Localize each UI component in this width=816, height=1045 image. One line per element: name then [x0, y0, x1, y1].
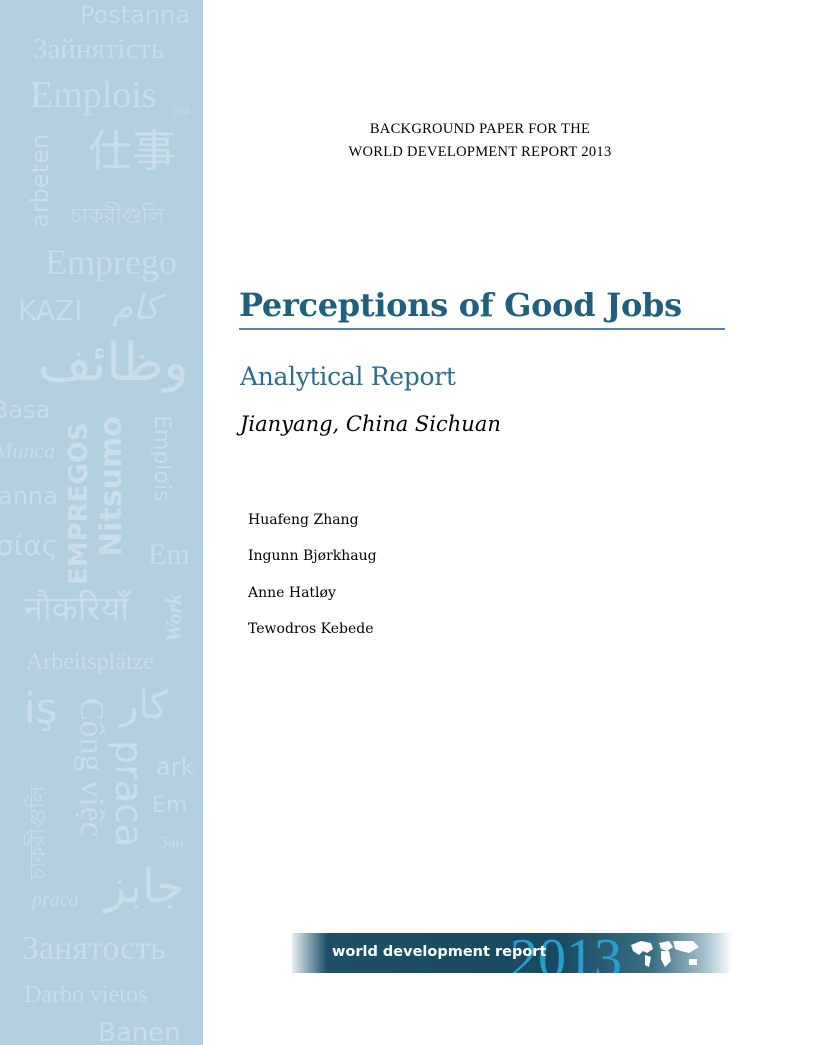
- watermark-word: σίας: [0, 529, 59, 562]
- banner-year: 2013: [510, 933, 622, 973]
- sidebar-watermark-panel: Postanna Зайнятість Emplois চাক arbeten …: [0, 0, 203, 1045]
- world-map-icon: [631, 941, 699, 967]
- wdr-logo-banner: 2013 world development report: [292, 933, 732, 973]
- watermark-word: চাক: [172, 104, 191, 118]
- watermark-word: کار: [120, 683, 169, 727]
- watermark-word: وظائف: [38, 335, 189, 392]
- watermark-word: Banen: [98, 1018, 181, 1045]
- watermark-word: Emprego: [45, 242, 177, 282]
- watermark-word: جابز: [104, 861, 185, 912]
- report-header: BACKGROUND PAPER FOR THE WORLD DEVELOPME…: [240, 118, 720, 164]
- watermark-word: ark: [156, 753, 195, 781]
- subtitle: Analytical Report: [240, 362, 456, 391]
- watermark-word: EMPREGOS: [64, 422, 94, 585]
- watermark-word: नौकरियाँ: [24, 589, 130, 629]
- author-list: Huafeng Zhang Ingunn Bjørkhaug Anne Hatl…: [248, 512, 377, 657]
- watermark-word: Зайнятість: [33, 33, 165, 65]
- watermark-word: Nitsumo: [94, 416, 129, 557]
- watermark-word: praca: [107, 740, 151, 848]
- watermark-word: Занятость: [22, 930, 166, 967]
- watermark-word: arbeten: [26, 134, 54, 228]
- location: Jianyang, China Sichuan: [240, 412, 501, 436]
- watermark-word: کام: [112, 290, 160, 327]
- author: Anne Hatløy: [248, 584, 336, 601]
- watermark-word: Зан: [160, 834, 184, 851]
- watermark-word: iş: [24, 684, 58, 733]
- watermark-word: Emplois: [149, 415, 174, 502]
- watermark-word: Darbo vietos: [24, 982, 148, 1008]
- header-line-2: WORLD DEVELOPMENT REPORT 2013: [348, 144, 612, 160]
- author: Ingunn Bjørkhaug: [248, 548, 377, 565]
- watermark-word: চাকরীগুলি: [70, 204, 165, 229]
- watermark-word: anna: [0, 482, 58, 510]
- title-divider: [239, 328, 725, 330]
- watermark-word: Em: [148, 538, 190, 571]
- watermark-word: Arbeitsplätze: [26, 649, 154, 675]
- watermark-word: Basa: [0, 396, 51, 424]
- watermark-word: praca: [32, 889, 79, 911]
- watermark-word: Emplois: [30, 74, 157, 116]
- banner-label: world development report: [332, 944, 547, 960]
- watermark-word: Munca: [0, 438, 56, 463]
- watermark-word: KAZI: [18, 294, 83, 327]
- header-line-1: BACKGROUND PAPER FOR THE: [369, 121, 591, 137]
- page-title: Perceptions of Good Jobs: [239, 286, 682, 324]
- watermark-word: Postanna: [80, 1, 191, 29]
- watermark-word: 仕事: [88, 126, 176, 177]
- author: Huafeng Zhang: [248, 512, 359, 528]
- watermark-word: Em: [152, 793, 188, 818]
- watermark-word: চাকরীগুলি: [26, 785, 51, 880]
- author: Tewodros Kebede: [248, 620, 374, 637]
- watermark-word: Work: [161, 593, 186, 643]
- watermark-word: Công việc: [73, 698, 110, 837]
